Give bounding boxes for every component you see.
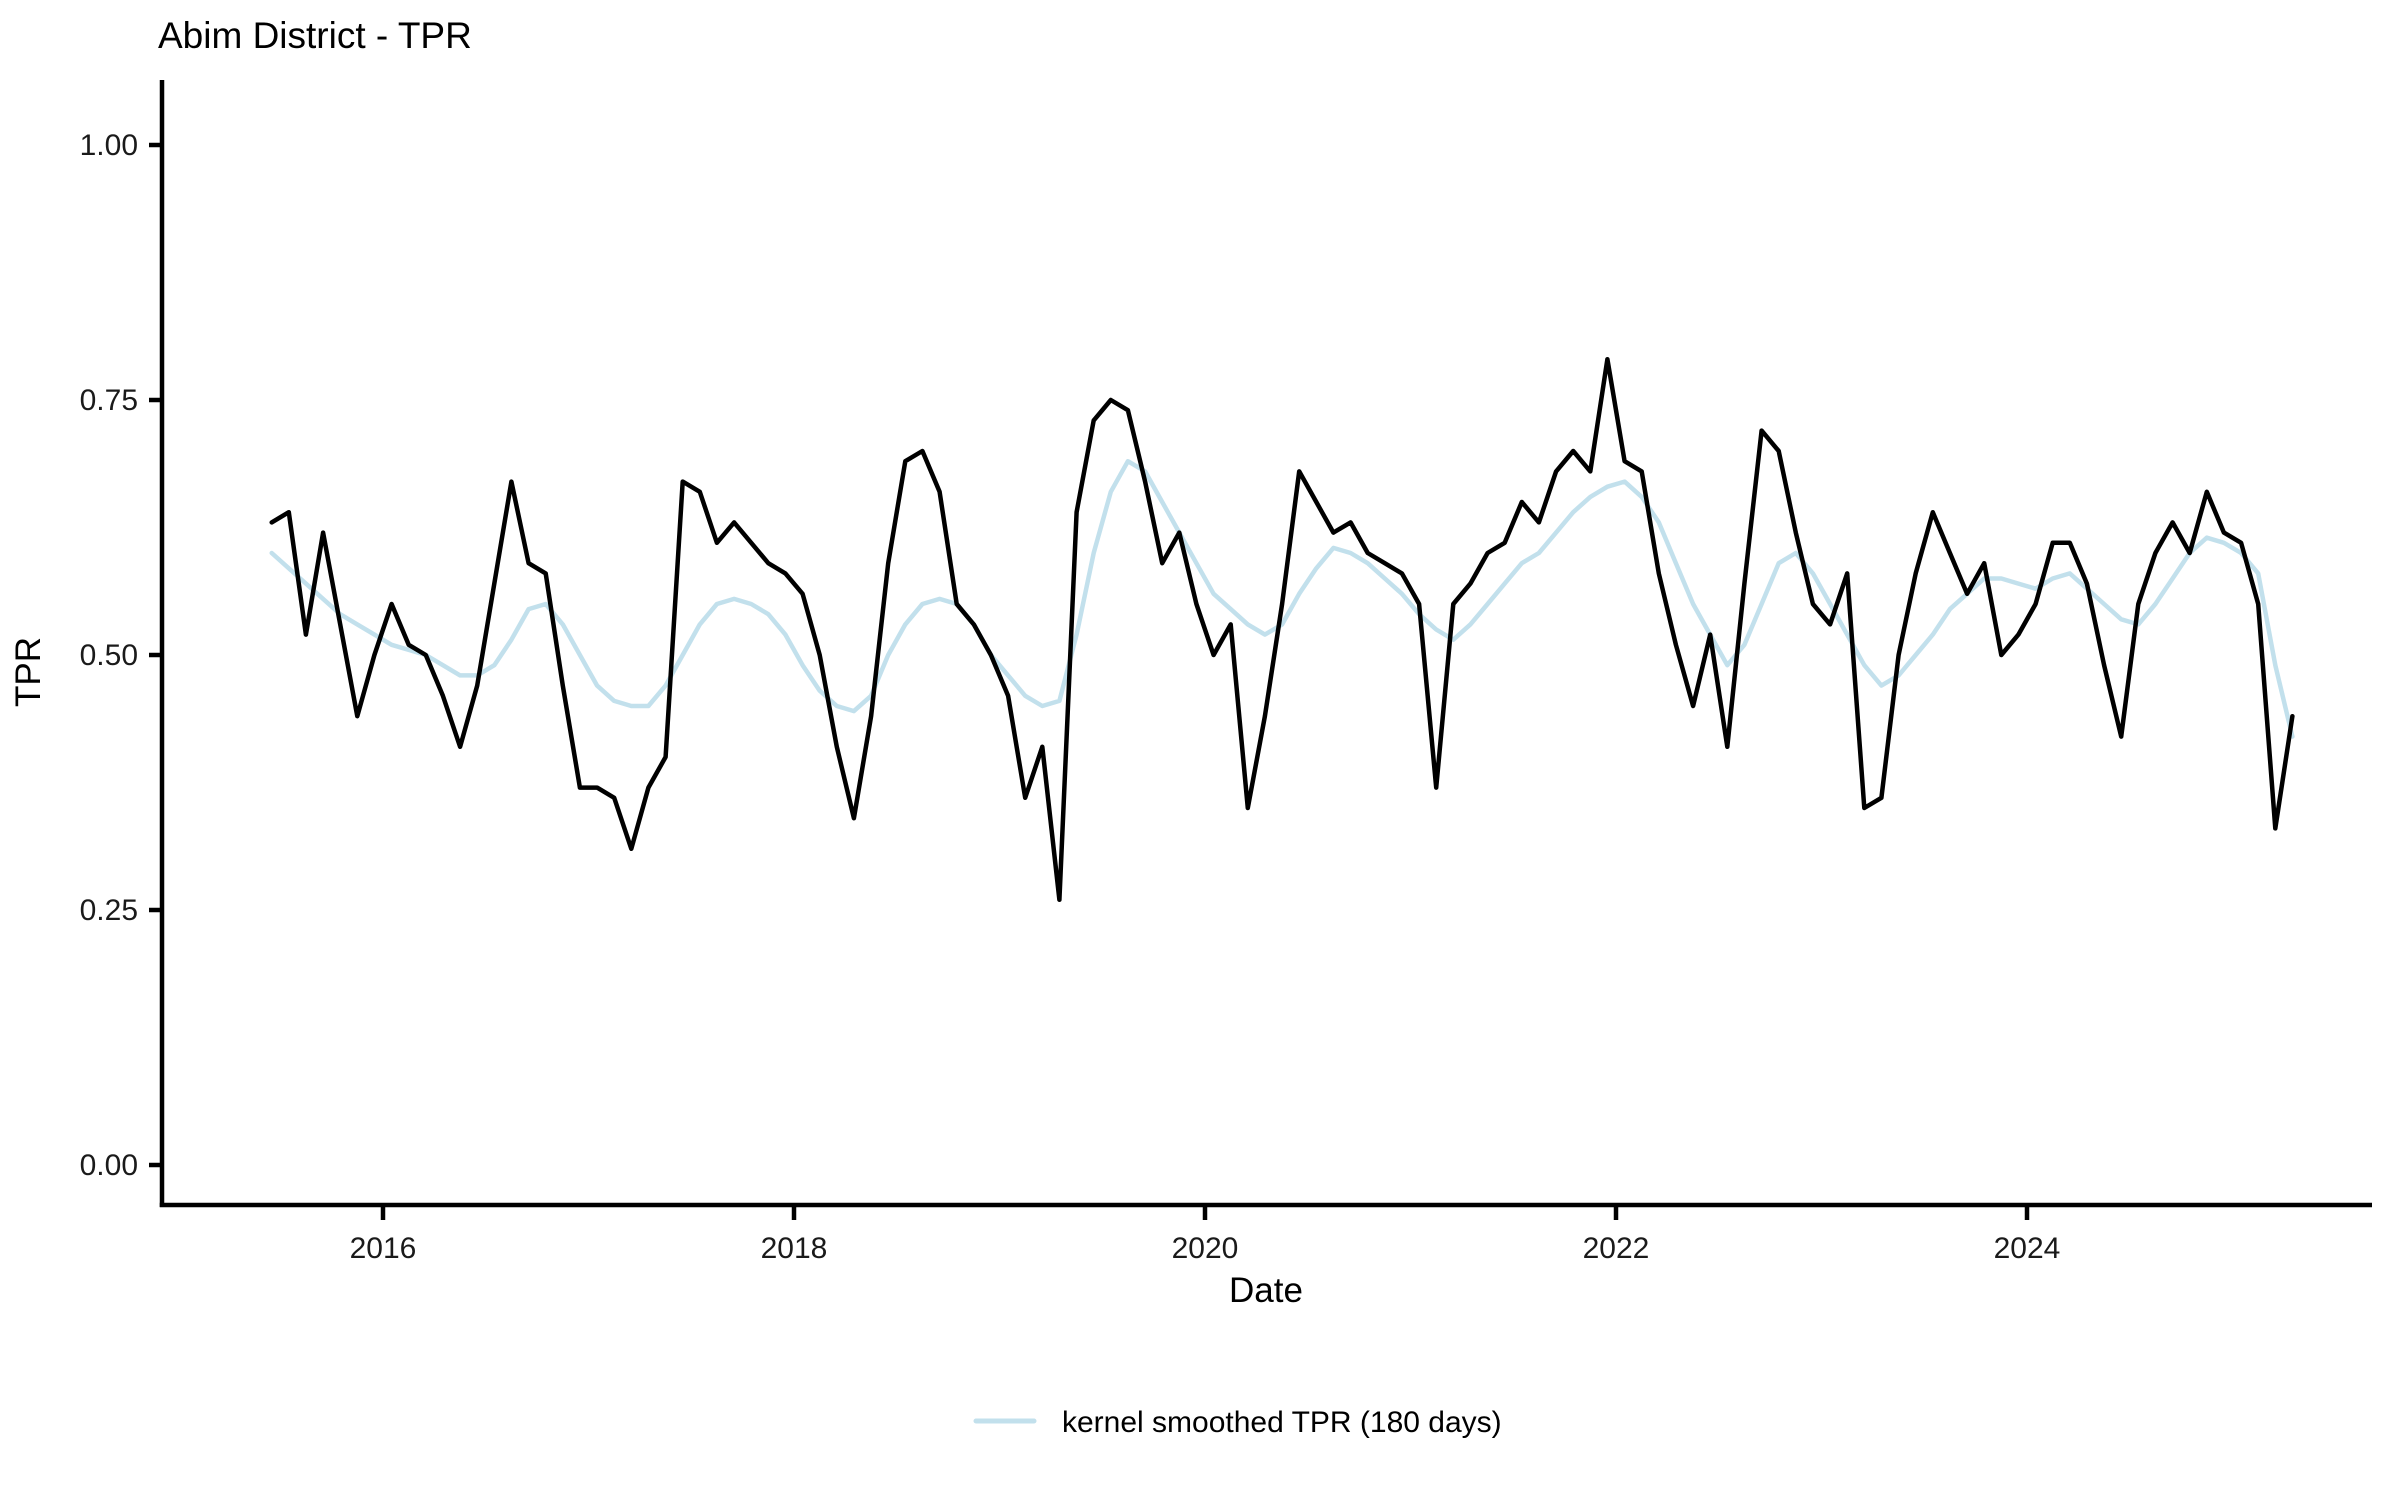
- x-axis-label: Date: [1229, 1271, 1303, 1310]
- y-axis-label: TPR: [9, 637, 48, 707]
- y-tick-label: 0.75: [80, 384, 138, 417]
- x-tick-label: 2022: [1583, 1232, 1650, 1265]
- x-tick-label: 2020: [1172, 1232, 1239, 1265]
- x-axis-ticks: 2016 2018 2020 2022 2024: [350, 1205, 2061, 1265]
- raw-tpr-line: [269, 356, 2295, 903]
- y-tick-label: 0.00: [80, 1149, 138, 1182]
- x-tick-label: 2018: [761, 1232, 828, 1265]
- series-group: [269, 356, 2295, 903]
- y-axis-ticks: 0.00 0.25 0.50 0.75 1.00: [80, 129, 162, 1182]
- page-title: Abim District - TPR: [158, 15, 472, 56]
- smoothed-tpr-line: [269, 458, 2295, 739]
- x-tick-label: 2016: [350, 1232, 417, 1265]
- legend: kernel smoothed TPR (180 days): [973, 1406, 1502, 1439]
- y-tick-label: 1.00: [80, 129, 138, 162]
- x-tick-label: 2024: [1994, 1232, 2061, 1265]
- legend-label: kernel smoothed TPR (180 days): [1062, 1406, 1502, 1439]
- y-tick-label: 0.50: [80, 639, 138, 672]
- y-tick-label: 0.25: [80, 894, 138, 927]
